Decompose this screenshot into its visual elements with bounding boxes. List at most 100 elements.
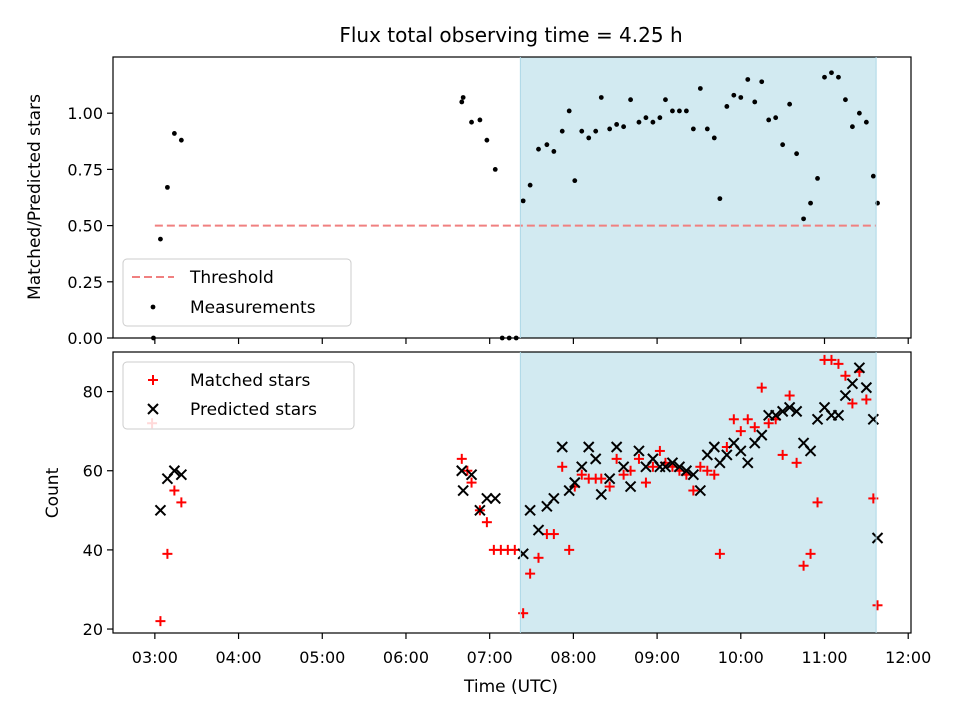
matched-star-point: [756, 382, 767, 393]
x-tick-label: 04:00: [216, 648, 262, 667]
legend-predicted-swatch: [147, 403, 159, 415]
measurement-point: [663, 97, 668, 103]
top-axes-frame: [112, 56, 912, 339]
matched-star-point: [695, 461, 706, 472]
x-tick-label: 09:00: [634, 648, 680, 667]
measurement-point: [787, 101, 793, 107]
measurement-point: [843, 97, 848, 103]
predicted-star-point: [481, 492, 493, 505]
matched-star-point: [805, 548, 816, 559]
matched-star-point: [576, 469, 587, 480]
top-panel: 0.00 0.25 0.50 0.75 1.00 Matched/Predicted s…: [25, 56, 912, 348]
bottom-y-ticks: 20 40 60 80: [83, 383, 113, 639]
figure-title: Flux total observing time = 4.25 h: [339, 23, 682, 47]
matched-star-point: [826, 354, 837, 365]
predicted-star-point: [666, 457, 679, 469]
predicted-star-point: [811, 413, 824, 425]
matched-star-point: [611, 453, 622, 464]
matched-star-point: [155, 616, 166, 627]
measurement-point: [690, 126, 696, 132]
measurement-point: [677, 108, 682, 114]
matched-star-point: [798, 560, 809, 571]
predicted-star-point: [742, 457, 754, 469]
measurement-point: [598, 95, 604, 100]
measurement-point: [766, 117, 772, 123]
measurement-point: [460, 95, 466, 100]
predicted-star-point: [168, 465, 181, 477]
predicted-star-point: [673, 461, 686, 473]
matched-star-point: [162, 548, 173, 559]
x-tick-label: 12:00: [885, 648, 931, 667]
predicted-star-point: [457, 484, 469, 497]
predicted-star-point: [839, 389, 852, 402]
legend-predicted-label: Predicted stars: [190, 400, 317, 420]
matched-star-point: [169, 485, 180, 496]
predicted-star-point: [595, 488, 607, 501]
measurement-point: [717, 196, 723, 202]
legend-threshold-label: Threshold: [189, 268, 274, 288]
measurement-point: [815, 175, 820, 181]
predicted-star-point: [735, 445, 747, 457]
predicted-star-point: [563, 484, 575, 497]
predicted-star-point: [576, 461, 588, 473]
measurement-point: [773, 115, 779, 121]
measurement-point: [566, 108, 572, 114]
predicted-star-point: [524, 504, 536, 517]
predicted-star-point: [694, 484, 707, 497]
measurement-point: [607, 126, 613, 132]
measurement-point: [738, 95, 744, 100]
predicted-star-point: [589, 453, 602, 465]
matched-star-point: [564, 544, 575, 555]
matched-star-point: [647, 461, 658, 472]
x-tick-label: 06:00: [383, 648, 429, 667]
measurement-point: [856, 110, 862, 116]
x-tick-label: 11:00: [801, 648, 847, 667]
top-y-ticks: 0.00 0.25 0.50 0.75 1.00: [67, 104, 113, 348]
measurement-point: [165, 184, 170, 190]
top-observing-span: [520, 57, 877, 338]
predicted-star-point: [456, 465, 468, 477]
measurement-point: [178, 137, 184, 143]
y-tick-label: 80: [83, 383, 103, 402]
matched-star-point: [654, 445, 665, 456]
predicted-star-point: [532, 524, 545, 536]
y-tick-label: 20: [83, 620, 103, 639]
matched-star-point: [525, 568, 536, 579]
measurement-points: [151, 70, 880, 341]
bottom-y-axis-label: Count: [43, 467, 63, 518]
matched-star-point: [868, 493, 879, 504]
measurement-point: [572, 178, 578, 184]
predicted-star-point: [465, 468, 478, 481]
matched-star-point: [714, 548, 725, 559]
predicted-star-point: [489, 492, 501, 505]
predicted-star-point: [624, 480, 637, 493]
measurement-point: [484, 137, 490, 143]
measurement-point: [477, 117, 483, 123]
measurement-point: [520, 198, 526, 204]
y-tick-label: 1.00: [67, 104, 103, 123]
legend-box: [122, 258, 352, 327]
predicted-star-point: [783, 401, 796, 414]
measurement-point: [459, 99, 465, 105]
measurement-point: [650, 119, 656, 125]
predicted-star-point: [474, 504, 486, 517]
legend-matched-swatch: [148, 375, 158, 385]
predicted-star-point: [517, 548, 529, 560]
legend-measurements-label: Measurements: [190, 298, 316, 318]
measurement-point: [469, 119, 474, 125]
measurement-point: [579, 128, 585, 134]
predicted-star-point: [804, 445, 817, 457]
measurement-point: [683, 108, 689, 114]
measurement-point: [636, 119, 642, 125]
bottom-x-ticks: 03:00 04:00 05:00 06:00 07:00 08:00 09:00 10:00…: [132, 633, 931, 667]
measurement-point: [621, 124, 627, 130]
predicted-star-point: [790, 405, 803, 418]
matched-star-point: [791, 457, 802, 468]
y-tick-label: 40: [83, 541, 103, 560]
measurement-point: [745, 77, 751, 82]
legend-matched-label: Matched stars: [190, 371, 310, 391]
predicted-star-point: [583, 441, 595, 453]
matched-star-point: [618, 469, 629, 480]
